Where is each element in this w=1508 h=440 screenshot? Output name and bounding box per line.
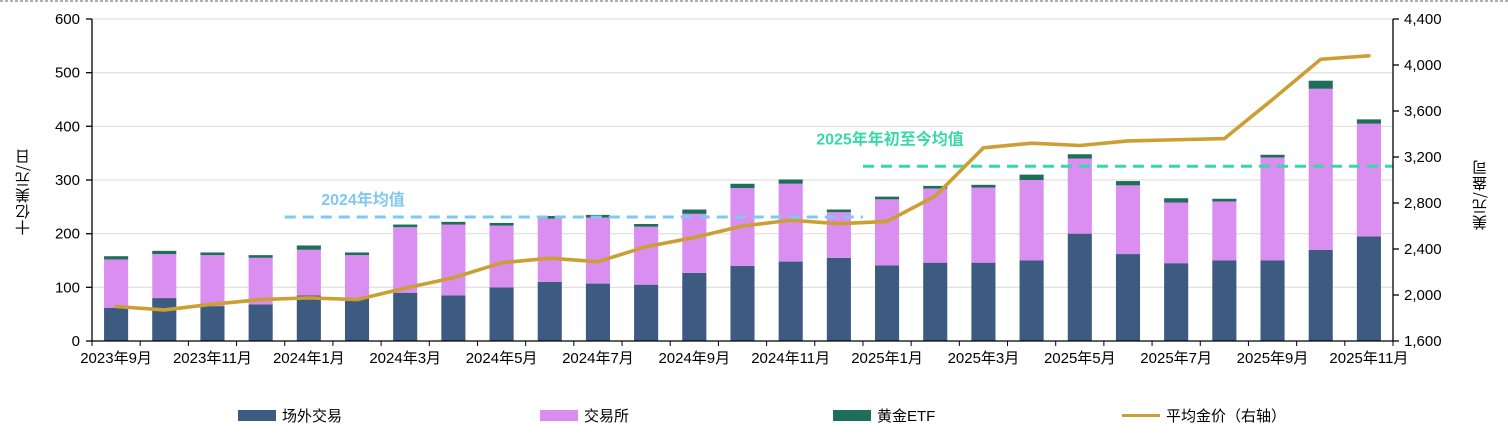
svg-text:4,400: 4,400	[1404, 11, 1442, 28]
svg-text:400: 400	[55, 118, 80, 135]
svg-text:100: 100	[55, 279, 80, 296]
svg-text:1,600: 1,600	[1404, 333, 1442, 350]
svg-text:2025年3月: 2025年3月	[948, 350, 1020, 367]
svg-text:2024年3月: 2024年3月	[369, 350, 441, 367]
svg-text:2023年9月: 2023年9月	[80, 350, 152, 367]
svg-text:2,800: 2,800	[1404, 195, 1442, 212]
svg-text:500: 500	[55, 65, 80, 82]
svg-text:2024年5月: 2024年5月	[466, 350, 538, 367]
svg-text:2025年5月: 2025年5月	[1044, 350, 1116, 367]
svg-text:2025年1月: 2025年1月	[851, 350, 923, 367]
svg-text:2023年11月: 2023年11月	[173, 350, 252, 367]
svg-text:2025年7月: 2025年7月	[1140, 350, 1212, 367]
svg-text:2025年年初至今均值: 2025年年初至今均值	[816, 129, 964, 148]
svg-text:2,000: 2,000	[1404, 287, 1442, 304]
svg-text:2024年均值: 2024年均值	[321, 190, 405, 209]
svg-text:300: 300	[55, 172, 80, 189]
svg-text:4,000: 4,000	[1404, 57, 1442, 74]
svg-text:600: 600	[55, 11, 80, 28]
svg-text:2024年9月: 2024年9月	[658, 350, 730, 367]
svg-text:2024年11月: 2024年11月	[751, 350, 830, 367]
svg-text:2,400: 2,400	[1404, 241, 1442, 258]
svg-text:3,600: 3,600	[1404, 103, 1442, 120]
svg-text:3,200: 3,200	[1404, 149, 1442, 166]
svg-text:2024年7月: 2024年7月	[562, 350, 634, 367]
svg-text:2025年9月: 2025年9月	[1237, 350, 1309, 367]
svg-text:2025年11月: 2025年11月	[1329, 350, 1408, 367]
svg-text:0: 0	[72, 333, 80, 350]
svg-text:200: 200	[55, 226, 80, 243]
svg-text:2024年1月: 2024年1月	[273, 350, 345, 367]
